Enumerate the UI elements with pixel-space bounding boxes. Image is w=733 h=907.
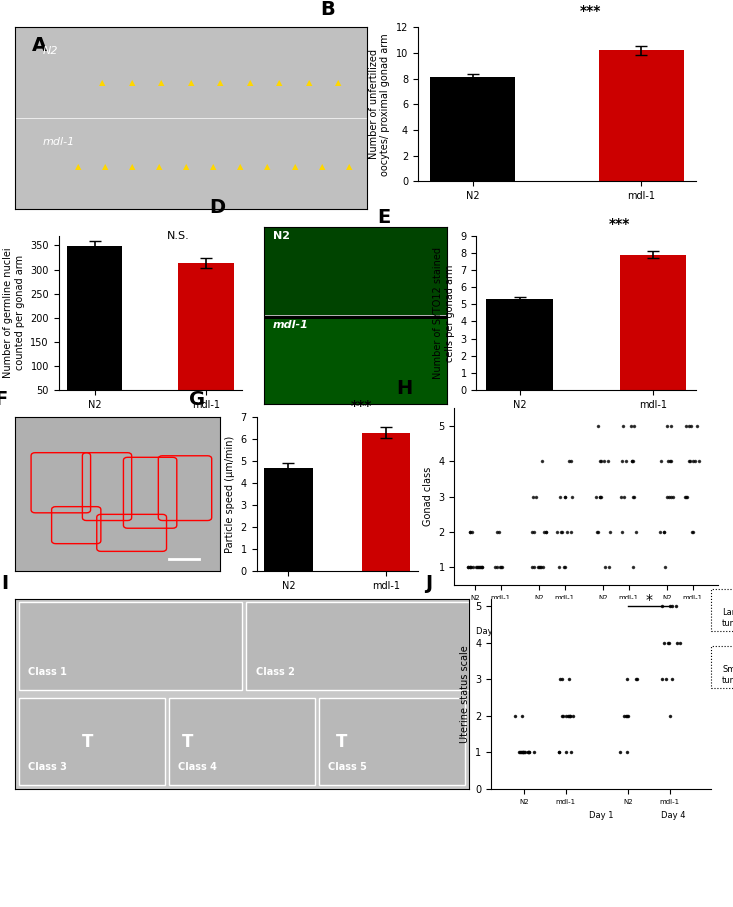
Y-axis label: Number of germline nuclei
counted per gonad arm: Number of germline nuclei counted per go… — [3, 248, 25, 378]
Text: B: B — [320, 0, 335, 19]
Text: Class 2: Class 2 — [256, 667, 295, 677]
Text: ▲: ▲ — [346, 161, 352, 171]
FancyBboxPatch shape — [19, 697, 165, 785]
Text: F: F — [0, 390, 7, 409]
Text: T: T — [182, 733, 193, 751]
Text: Day 6: Day 6 — [603, 628, 628, 637]
Text: ▲: ▲ — [188, 78, 194, 87]
Bar — [430, 77, 515, 181]
Text: ▲: ▲ — [129, 161, 136, 171]
Bar — [487, 299, 553, 390]
FancyBboxPatch shape — [264, 318, 447, 404]
Text: ▲: ▲ — [265, 161, 271, 171]
Text: Day 9: Day 9 — [668, 628, 692, 637]
Text: ▲: ▲ — [247, 78, 253, 87]
Text: Day 3: Day 3 — [539, 628, 564, 637]
Text: N.S.: N.S. — [166, 231, 189, 241]
Text: N2: N2 — [43, 46, 59, 56]
Text: ▲: ▲ — [292, 161, 298, 171]
Bar — [67, 247, 122, 414]
Text: ▲: ▲ — [276, 78, 283, 87]
Text: *: * — [645, 593, 652, 607]
Text: mdl-1: mdl-1 — [43, 137, 75, 147]
Text: ▲: ▲ — [319, 161, 325, 171]
Text: ***: *** — [350, 398, 372, 413]
Text: D: D — [209, 198, 225, 217]
Text: E: E — [377, 209, 391, 228]
Text: J: J — [425, 574, 432, 593]
Text: Day 1: Day 1 — [476, 628, 500, 637]
Text: H: H — [397, 379, 413, 398]
Text: ▲: ▲ — [183, 161, 190, 171]
FancyBboxPatch shape — [319, 697, 465, 785]
Text: Day 1: Day 1 — [589, 811, 614, 820]
Text: Class 5: Class 5 — [328, 762, 367, 772]
Text: ***: *** — [608, 217, 630, 231]
Bar — [264, 468, 313, 571]
Bar — [361, 433, 410, 571]
Text: Large
tumors: Large tumors — [722, 609, 733, 628]
Text: Small
tumors: Small tumors — [722, 666, 733, 685]
Text: ▲: ▲ — [158, 78, 165, 87]
Text: Day 4: Day 4 — [661, 811, 686, 820]
Text: ▲: ▲ — [129, 78, 136, 87]
Text: I: I — [1, 574, 8, 593]
Text: ▲: ▲ — [237, 161, 244, 171]
FancyBboxPatch shape — [264, 227, 447, 316]
Text: A: A — [32, 36, 48, 55]
FancyBboxPatch shape — [246, 602, 469, 690]
Text: ▲: ▲ — [335, 78, 342, 87]
Bar — [600, 50, 684, 181]
Bar — [178, 263, 234, 414]
FancyBboxPatch shape — [169, 697, 314, 785]
Text: Class 4: Class 4 — [178, 762, 217, 772]
Text: G: G — [189, 390, 205, 409]
Text: T: T — [81, 733, 93, 751]
Y-axis label: Particle speed (μm/min): Particle speed (μm/min) — [225, 435, 235, 553]
Text: ***: *** — [580, 4, 601, 18]
Text: ▲: ▲ — [75, 161, 81, 171]
Y-axis label: Number of unfertilized
oocytes/ proximal gonad arm: Number of unfertilized oocytes/ proximal… — [369, 33, 390, 176]
Y-axis label: Gonad class: Gonad class — [423, 467, 433, 526]
Text: ▲: ▲ — [210, 161, 217, 171]
Text: ▲: ▲ — [217, 78, 224, 87]
Text: ▲: ▲ — [306, 78, 312, 87]
Text: mdl-1: mdl-1 — [273, 319, 309, 329]
Text: Class 1: Class 1 — [29, 667, 67, 677]
Text: T: T — [336, 733, 347, 751]
Y-axis label: Number of SYTO12 stained
cells per gonad arm: Number of SYTO12 stained cells per gonad… — [433, 247, 455, 379]
FancyBboxPatch shape — [19, 602, 242, 690]
Text: ▲: ▲ — [102, 161, 108, 171]
Y-axis label: Uterine status scale: Uterine status scale — [460, 645, 470, 743]
Text: ▲: ▲ — [156, 161, 163, 171]
Text: Class 3: Class 3 — [29, 762, 67, 772]
Text: ▲: ▲ — [100, 78, 106, 87]
Text: N2: N2 — [273, 231, 290, 241]
Bar — [619, 255, 686, 390]
